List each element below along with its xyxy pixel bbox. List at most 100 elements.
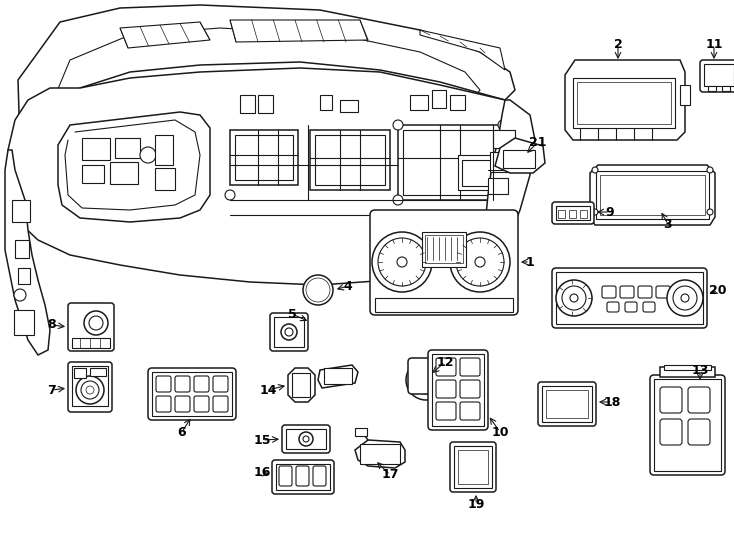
Bar [18, 268, 30, 284]
Circle shape [592, 167, 598, 173]
Text: 3: 3 [664, 218, 672, 231]
FancyBboxPatch shape [638, 286, 652, 298]
Bar [458, 155, 508, 190]
Polygon shape [5, 150, 50, 355]
Bar [340, 100, 358, 112]
Bar [577, 82, 671, 124]
Bar [90, 368, 106, 376]
Bar [432, 90, 446, 108]
Bar [580, 210, 587, 218]
Circle shape [285, 328, 293, 336]
FancyBboxPatch shape [270, 313, 308, 351]
Bar [432, 354, 484, 426]
FancyBboxPatch shape [279, 466, 292, 486]
Circle shape [406, 360, 446, 400]
Text: 9: 9 [606, 206, 614, 219]
Circle shape [475, 257, 485, 267]
Bar [403, 130, 498, 195]
Text: 8: 8 [48, 319, 57, 332]
Polygon shape [420, 30, 505, 70]
Text: 4: 4 [344, 280, 352, 293]
Bar [310, 130, 390, 190]
Circle shape [76, 376, 104, 404]
FancyBboxPatch shape [660, 387, 682, 413]
Circle shape [306, 278, 330, 302]
Bar [546, 390, 588, 418]
Text: 19: 19 [468, 497, 484, 510]
Bar [82, 165, 104, 183]
FancyBboxPatch shape [607, 302, 619, 312]
Polygon shape [355, 440, 405, 468]
FancyBboxPatch shape [194, 396, 209, 412]
FancyBboxPatch shape [370, 210, 518, 315]
Bar [258, 95, 273, 113]
Bar [235, 135, 293, 180]
FancyBboxPatch shape [656, 286, 670, 298]
Circle shape [556, 280, 592, 316]
Bar [355, 428, 367, 436]
FancyBboxPatch shape [538, 382, 596, 426]
FancyBboxPatch shape [175, 376, 190, 392]
Polygon shape [590, 165, 715, 225]
Circle shape [393, 195, 403, 205]
Polygon shape [288, 368, 315, 402]
Circle shape [372, 232, 432, 292]
Polygon shape [230, 20, 368, 42]
Bar [286, 429, 326, 449]
Text: 15: 15 [253, 434, 271, 447]
Text: 1: 1 [526, 255, 534, 268]
Text: 2: 2 [614, 38, 622, 51]
Text: 12: 12 [436, 355, 454, 368]
FancyBboxPatch shape [282, 425, 330, 453]
Bar [542, 386, 592, 422]
Bar [152, 372, 232, 416]
Circle shape [303, 275, 333, 305]
Bar [556, 272, 703, 324]
FancyBboxPatch shape [408, 358, 444, 394]
Circle shape [667, 280, 703, 316]
Circle shape [14, 289, 26, 301]
Text: 11: 11 [705, 38, 723, 51]
Text: 5: 5 [288, 307, 297, 321]
Bar [360, 444, 400, 464]
FancyBboxPatch shape [450, 442, 496, 492]
Circle shape [562, 286, 586, 310]
Text: 13: 13 [691, 363, 709, 376]
Bar [155, 135, 173, 165]
Text: 6: 6 [178, 426, 186, 438]
Polygon shape [8, 68, 520, 285]
Circle shape [681, 294, 689, 302]
Text: 20: 20 [709, 284, 727, 296]
Bar [240, 95, 255, 113]
Circle shape [89, 316, 103, 330]
Bar [276, 464, 330, 490]
FancyBboxPatch shape [650, 375, 725, 475]
Circle shape [378, 238, 426, 286]
Circle shape [707, 209, 713, 215]
Bar [72, 366, 108, 406]
FancyBboxPatch shape [213, 376, 228, 392]
FancyBboxPatch shape [68, 362, 112, 412]
Circle shape [299, 432, 313, 446]
Bar [664, 365, 711, 370]
Bar [488, 178, 508, 194]
Circle shape [420, 374, 432, 386]
Bar [462, 160, 504, 186]
Bar [14, 310, 34, 335]
FancyBboxPatch shape [436, 380, 456, 398]
FancyBboxPatch shape [460, 358, 480, 376]
Bar [708, 86, 716, 91]
FancyBboxPatch shape [460, 402, 480, 420]
Circle shape [86, 386, 94, 394]
Text: 16: 16 [253, 467, 271, 480]
Bar [15, 240, 29, 258]
Bar [503, 150, 535, 168]
Circle shape [456, 238, 504, 286]
Text: 18: 18 [603, 395, 621, 408]
FancyBboxPatch shape [156, 376, 171, 392]
Bar [600, 175, 705, 215]
Bar [680, 85, 690, 105]
FancyBboxPatch shape [688, 387, 710, 413]
Bar [569, 210, 576, 218]
Circle shape [498, 120, 508, 130]
